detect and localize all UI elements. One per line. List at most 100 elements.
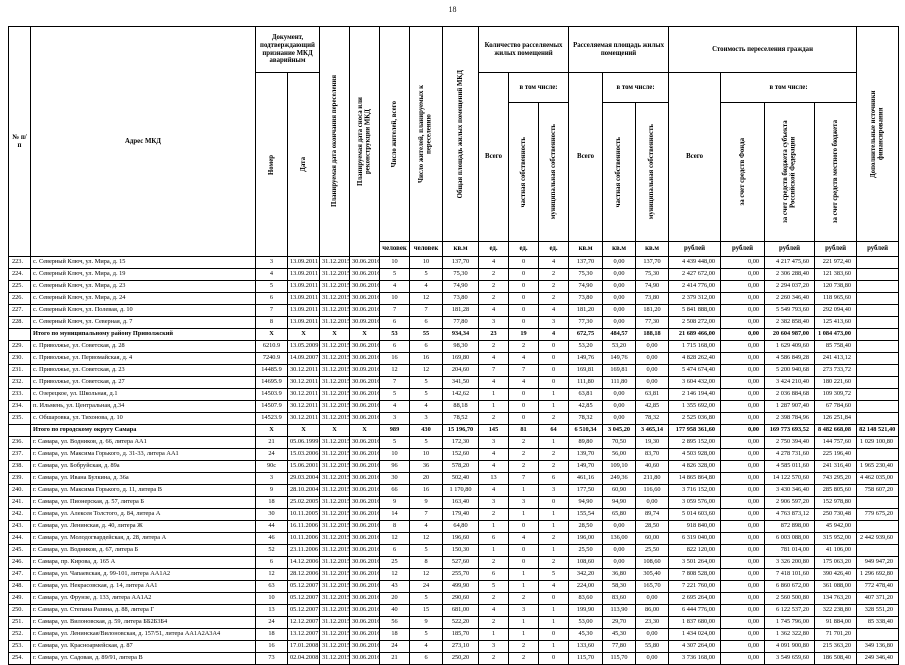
cell-units-private: 2 [508, 436, 540, 449]
cell-units-municipal: 1 [538, 616, 570, 629]
cell-cost-local: 126 251,84 [814, 412, 858, 425]
cell-resettle-private: 0,00 [602, 304, 637, 317]
cell-doc-date: 14.09.2007 [286, 352, 321, 365]
cell-cost-fund: 0,00 [720, 520, 766, 533]
cell-residents-total: 5 [379, 268, 411, 281]
cell-cost-total: 3 604 432,00 [668, 376, 722, 389]
cell-area-total: 290,60 [442, 592, 480, 605]
cell-doc-date: 30.12.2011 [286, 388, 321, 401]
cell-area-total: 98,30 [442, 340, 480, 353]
cell-cost-fund: 0,00 [720, 316, 766, 329]
cell-cost-other [856, 400, 900, 413]
cell-units-municipal: 64 [538, 424, 570, 437]
table-row: 244. г. Самара, ул. Молодогвардейская, д.… [8, 532, 900, 545]
table-row: 234. п. Ильмень, ул. Центральная, д.34 145… [8, 400, 900, 413]
cell-units-total: 4 [478, 460, 510, 473]
cell-units-municipal: 2 [538, 268, 570, 281]
cell-date-demolition: 30.06.2016 [349, 472, 381, 485]
cell-resettle-municipal: 77,30 [635, 316, 670, 329]
cell-doc-date: 30.12.2011 [286, 400, 321, 413]
table-row: 227. с. Северный Ключ, ул. Полевая, д. 10… [8, 304, 900, 317]
cell-address: г. Самара, ул. Водников, д. 66, литера А… [30, 436, 256, 449]
header-resettle-private: частная собственность [602, 102, 637, 242]
cell-cost-local: 361 088,00 [814, 580, 858, 593]
table-header: № п/п Адрес МКД Документ, подтверждающий… [8, 26, 900, 257]
cell-units-municipal: 0 [538, 340, 570, 353]
cell-units-municipal: 0 [538, 652, 570, 665]
cell-units-total: 6 [478, 568, 510, 581]
cell-resettle-total: 53,00 [568, 616, 604, 629]
cell-units-private: 0 [508, 292, 540, 305]
cell-doc-num: 3 [255, 472, 288, 485]
cell-num: 238. [8, 460, 31, 473]
cell-units-municipal: 0 [538, 496, 570, 509]
cell-resettle-total: 25,50 [568, 544, 604, 557]
cell-doc-num: 9 [255, 484, 288, 497]
cell-date-demolition: 30.06.2016 [349, 580, 381, 593]
cell-resettle-total: 74,90 [568, 280, 604, 293]
cell-cost-other [856, 352, 900, 365]
cell-cost-local: 215 363,20 [814, 640, 858, 653]
cell-date-demolition: 30.06.2016 [349, 352, 381, 365]
cell-residents-total: 43 [379, 580, 411, 593]
cell-units-municipal: 1 [538, 544, 570, 557]
cell-resettle-private: 0,00 [602, 520, 637, 533]
table-body: 223. с. Северный Ключ, ул. Мира, д. 15 3 13… [8, 256, 900, 665]
cell-doc-num: 7240.9 [255, 352, 288, 365]
cell-cost-other: 772 478,40 [856, 580, 900, 593]
cell-area-total: 78,52 [442, 412, 480, 425]
cell-date-end: X [319, 328, 351, 341]
cell-doc-date: 13.12.2007 [286, 628, 321, 641]
cell-num: 224. [8, 268, 31, 281]
cell-residents-total: 14 [379, 508, 411, 521]
cell-doc-date: 13.09.2011 [286, 316, 321, 329]
cell-cost-other [856, 256, 900, 269]
cell-residents-total: 56 [379, 616, 411, 629]
cell-date-end: 31.12.2015 [319, 472, 351, 485]
cell-cost-local: 134 763,20 [814, 592, 858, 605]
cell-doc-date: 12.12.2007 [286, 616, 321, 629]
cell-cost-region: 4 586 849,28 [764, 352, 816, 365]
cell-cost-region: 2 750 394,40 [764, 436, 816, 449]
table-row: 238. г. Самара, ул. Бобруйская, д. 89а 90с… [8, 460, 900, 473]
cell-units-municipal: 3 [538, 316, 570, 329]
cell-cost-local: 67 784,60 [814, 400, 858, 413]
cell-resettle-private: 70,50 [602, 436, 637, 449]
cell-cost-other: 4 462 035,00 [856, 472, 900, 485]
cell-doc-date: 15.03.2006 [286, 448, 321, 461]
cell-resettle-municipal: 116,60 [635, 484, 670, 497]
cell-resettle-total: 89,80 [568, 436, 604, 449]
cell-doc-num: 44 [255, 520, 288, 533]
cell-num: 244. [8, 532, 31, 545]
cell-address: с. Северный Ключ, ул. Полевая, д. 10 [30, 304, 256, 317]
cell-doc-num: 73 [255, 652, 288, 665]
cell-cost-local: 125 413,60 [814, 316, 858, 329]
cell-cost-local: 292 094,40 [814, 304, 858, 317]
header-doc-num: Номер [255, 72, 288, 257]
unit-cost-region: рублей [764, 241, 816, 257]
cell-units-total: 3 [478, 496, 510, 509]
cell-doc-date: 13.09.2011 [286, 304, 321, 317]
header-units-total: Всего [478, 72, 510, 242]
cell-date-demolition: 30.09.2016 [349, 364, 381, 377]
cell-cost-fund: 0,00 [720, 484, 766, 497]
cell-cost-total: 2 525 036,80 [668, 412, 722, 425]
cell-residents-total: 10 [379, 448, 411, 461]
cell-residents-relocate: 16 [409, 484, 444, 497]
cell-num: 252. [8, 628, 31, 641]
cell-date-end: 31.12.2015 [319, 484, 351, 497]
table-row: 237. г. Самара, ул. Максима Горького, д. … [8, 448, 900, 461]
cell-date-end: 31.12.2015 [319, 568, 351, 581]
cell-cost-fund: 0,00 [720, 340, 766, 353]
cell-units-private: 19 [508, 328, 540, 341]
cell-residents-total: 12 [379, 568, 411, 581]
cell-resettle-private: 65,80 [602, 508, 637, 521]
cell-resettle-private: 0,00 [602, 544, 637, 557]
cell-units-municipal: 4 [538, 256, 570, 269]
cell-cost-other [856, 412, 900, 425]
cell-units-total: 4 [478, 604, 510, 617]
cell-area-total: 142,62 [442, 388, 480, 401]
cell-resettle-private: 149,76 [602, 352, 637, 365]
cell-cost-other: 949 947,20 [856, 556, 900, 569]
cell-resettle-municipal: 86,00 [635, 604, 670, 617]
